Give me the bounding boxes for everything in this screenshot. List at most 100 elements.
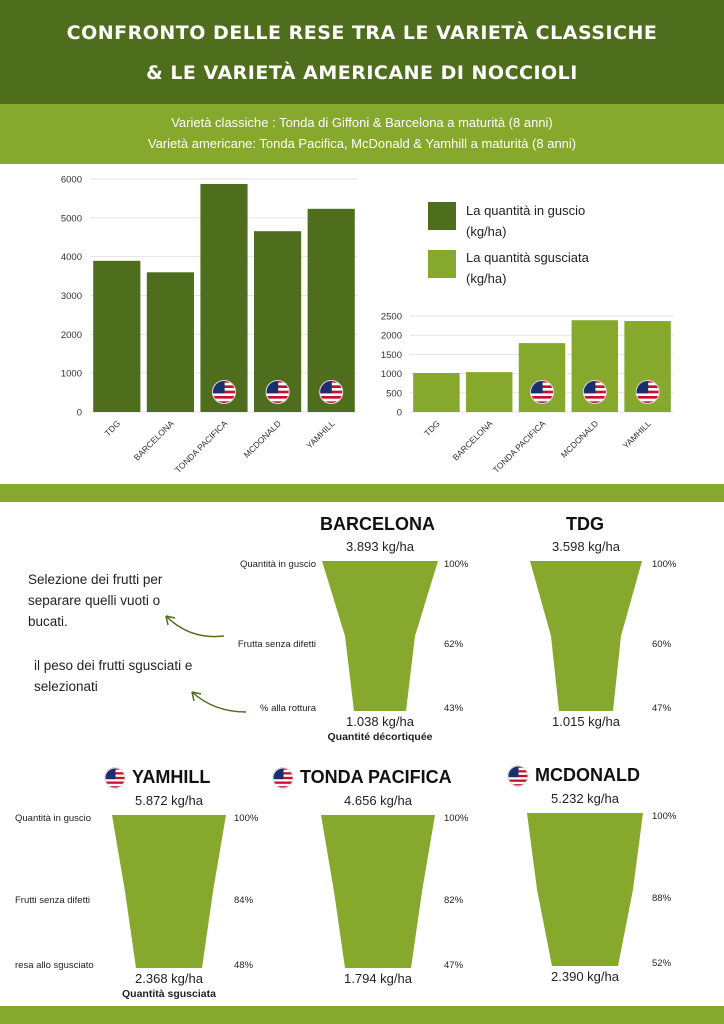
arrow-weight [191, 691, 247, 713]
us-flag-icon [272, 767, 294, 789]
funnel-percent: 100% [234, 813, 259, 824]
funnel-stage-label: Frutta senza difetti [237, 639, 316, 650]
funnel-bottom-label: Quantità sgusciata [122, 988, 216, 1000]
divider-bottom [0, 1006, 724, 1024]
us-flag-icon [104, 767, 126, 789]
us-flag-icon [212, 380, 236, 404]
bar-yamhill [307, 208, 355, 412]
funnel-percent: 47% [652, 703, 672, 714]
y-tick-label: 1000 [381, 369, 402, 380]
funnel-percent: 100% [444, 813, 469, 824]
us-flag-icon [530, 380, 554, 404]
us-flag-icon [507, 765, 529, 787]
y-tick-label: 6000 [61, 175, 82, 186]
funnel-title: YAMHILL [104, 767, 210, 789]
funnel-shape [530, 561, 642, 711]
divider-top [0, 484, 724, 502]
funnel-bottom-value: 2.390 kg/ha [551, 969, 619, 984]
title-line-1: CONFRONTO DELLE RESE TRA LE VARIETÀ CLAS… [66, 22, 658, 44]
x-tick-label: BARCELONA [450, 418, 494, 462]
funnel-top-value: 3.893 kg/ha [346, 539, 414, 554]
us-flag-icon [582, 380, 607, 404]
x-tick-label: TDG [422, 418, 442, 438]
y-tick-label: 500 [386, 388, 402, 399]
funnel-shape [527, 813, 643, 966]
funnel-stage-label: Quantità in guscio [239, 559, 316, 570]
funnel-percent: 100% [652, 559, 677, 570]
funnel-shape [112, 815, 226, 968]
funnel-percent: 84% [234, 894, 254, 906]
funnel-bottom-value: 2.368 kg/ha [135, 971, 203, 986]
x-tick-label: TDG [102, 418, 122, 438]
us-flag-icon [104, 767, 126, 789]
funnel-title: MCDONALD [507, 765, 640, 787]
legend-swatch-shelled [428, 250, 456, 278]
subtitle-line-2: Varietà americane: Tonda Pacifica, McDon… [147, 136, 577, 151]
legend-swatch-in-shell [428, 202, 456, 230]
subtitle-line-1: Varietà classiche : Tonda di Giffoni & B… [171, 115, 553, 130]
y-tick-label: 4000 [61, 252, 82, 263]
us-flag-icon [635, 380, 660, 404]
funnel-top-value: 5.232 kg/ha [551, 791, 619, 806]
title-band: CONFRONTO DELLE RESE TRA LE VARIETÀ CLAS… [0, 0, 724, 104]
in-shell-bar-chart: 0 1000 2000 3000 4000 5000 6000 TDG BARCELONATON… [61, 175, 358, 475]
funnel-top-value: 3.598 kg/ha [552, 539, 620, 554]
x-tick-label: BARCELONA [132, 418, 176, 462]
funnel-title-text: YAMHILL [132, 767, 211, 787]
x-tick-label: TONDA PACIFICA [491, 418, 548, 475]
funnel-bottom-value: 1.794 kg/ha [344, 971, 412, 986]
us-flag-icon [272, 767, 294, 789]
note-weight: il peso dei frutti sgusciati e seleziona… [34, 658, 193, 694]
funnel-title-text: TONDA PACIFICA [300, 767, 452, 787]
funnel-percent: 48% [234, 960, 254, 971]
y-tick-label: 1000 [61, 369, 82, 380]
bar-barcelona [146, 272, 194, 412]
funnel-percent: 52% [652, 958, 672, 969]
y-tick-label: 2500 [381, 312, 402, 323]
funnel-bottom-value: 1.038 kg/ha [346, 714, 414, 729]
y-tick-label: 2000 [381, 331, 402, 342]
us-flag-icon [265, 380, 290, 404]
subtitle-band: Varietà classiche : Tonda di Giffoni & B… [0, 104, 724, 164]
funnel-shape [321, 815, 435, 968]
funnel-top-value: 5.872 kg/ha [135, 793, 203, 808]
funnel-percent: 100% [444, 559, 469, 570]
funnel-percent: 60% [652, 639, 672, 650]
funnel-top-value: 4.656 kg/ha [344, 793, 412, 808]
funnel-percent: 43% [444, 703, 464, 714]
funnel-bottom-label: Quantité décortiquée [327, 731, 433, 743]
x-tick-label: TONDA PACIFICA [173, 418, 230, 475]
funnel-stage-label: Quantità in guscio [15, 813, 92, 824]
bar-tdg [93, 260, 141, 412]
arrow-selection [165, 615, 225, 638]
y-tick-label: 0 [397, 408, 402, 419]
funnel-title-text: TDG [566, 514, 604, 534]
x-tick-label: MCDONALD [242, 418, 283, 459]
bar-tdg [413, 373, 460, 412]
funnel-stage-label: resa allo sgusciato [15, 960, 94, 971]
bar-barcelona [465, 372, 513, 412]
y-tick-label: 1500 [381, 350, 402, 361]
x-tick-label: YAMHILL [621, 418, 654, 451]
us-flag-icon [319, 380, 344, 404]
funnel-title: BARCELONA [320, 514, 435, 535]
legend-in-shell: La quantità in guscio (kg/ha) [466, 203, 586, 239]
funnel-stage-label: Frutti senza difetti [15, 894, 90, 906]
y-tick-label: 2000 [61, 330, 82, 341]
funnel-percent: 47% [444, 960, 464, 971]
title-line-2: & LE VARIETÀ AMERICANE DI NOCCIOLI [146, 62, 578, 84]
bar-tonda-pacifica [200, 183, 248, 412]
x-tick-label: YAMHILL [304, 418, 337, 451]
us-flag-icon [507, 765, 529, 787]
y-tick-label: 3000 [61, 291, 82, 302]
funnel-percent: 62% [444, 639, 464, 650]
funnel-shape [322, 561, 438, 711]
y-tick-label: 0 [77, 408, 82, 419]
funnel-title: TDG [566, 514, 604, 535]
y-tick-label: 5000 [61, 213, 82, 224]
note-selection: Selezione dei frutti per separare quelli… [28, 572, 163, 629]
funnel-title: TONDA PACIFICA [272, 767, 452, 789]
funnel-title-text: MCDONALD [535, 765, 640, 785]
funnel-percent: 88% [652, 892, 672, 904]
